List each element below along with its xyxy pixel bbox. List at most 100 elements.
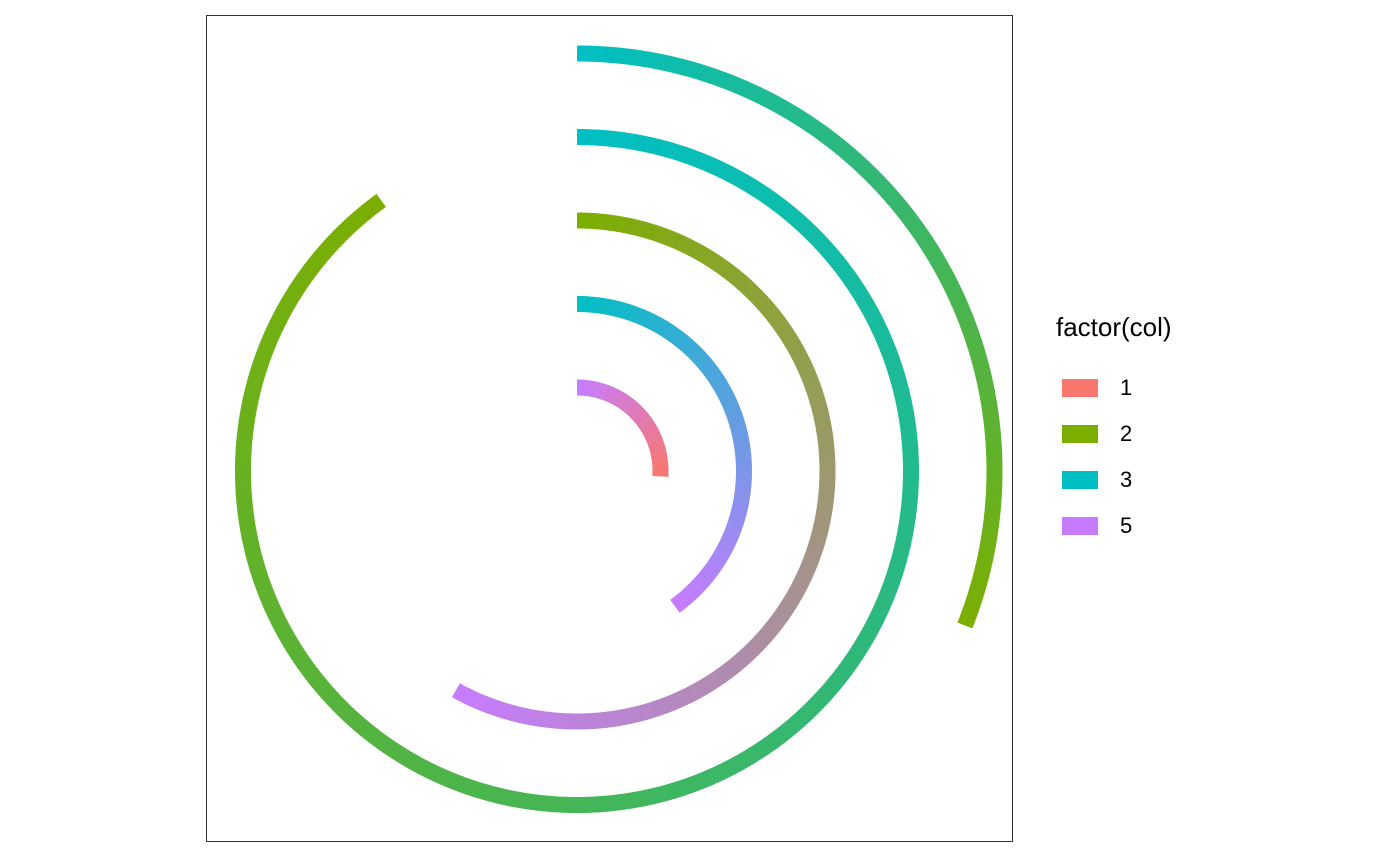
arc-segment — [824, 248, 840, 263]
arc-segment — [720, 72, 731, 90]
arc-segment — [566, 713, 572, 730]
arc-segment — [863, 621, 881, 634]
arc-segment — [306, 258, 322, 272]
arc-segment — [812, 410, 830, 419]
arc-segment — [261, 597, 279, 608]
arc-segment — [693, 63, 703, 80]
arc-segment — [258, 590, 276, 601]
arc-segment — [637, 416, 653, 429]
arc-segment — [751, 744, 764, 761]
arc-segment — [982, 525, 999, 532]
arc-segment — [583, 296, 589, 313]
arc-segment — [845, 150, 860, 166]
arc-segment — [805, 226, 820, 242]
arc-segment — [902, 467, 919, 473]
legend: factor(col) 1 2 3 5 — [1056, 312, 1172, 549]
arc-segment — [451, 774, 462, 791]
arc-segment — [775, 322, 791, 335]
arc-segment — [972, 361, 990, 370]
arc-segment — [871, 175, 887, 190]
arc-segment — [637, 50, 645, 67]
arc-segment — [507, 704, 516, 722]
arc-segment — [815, 425, 833, 433]
arc-segment — [902, 478, 919, 484]
arc-segment — [653, 699, 664, 717]
arc-segment — [278, 629, 295, 642]
arc-segment — [980, 401, 998, 409]
arc-segment — [235, 469, 252, 474]
arc-segment — [737, 277, 752, 293]
arc-segment — [666, 230, 677, 248]
arc-segment — [668, 142, 678, 160]
arc-segment — [612, 215, 619, 232]
arc-segment — [727, 415, 745, 424]
arc-segment — [935, 265, 952, 277]
arc-segment — [633, 134, 641, 151]
arc-segment — [678, 590, 692, 606]
arc-segment — [730, 169, 743, 186]
arc-segment — [452, 683, 464, 700]
arc-segment — [904, 215, 920, 229]
arc-segment — [482, 696, 493, 714]
arc-segment — [706, 559, 723, 573]
arc-segment — [650, 315, 662, 332]
arc-segment — [942, 278, 959, 290]
arc-segment — [672, 233, 684, 250]
arc-segment — [807, 229, 823, 244]
arc-segment — [725, 660, 739, 676]
arc-segment — [358, 205, 372, 221]
arc-segment — [455, 684, 467, 702]
arc-segment — [330, 230, 346, 245]
arc-segment — [870, 609, 887, 621]
arc-segment — [266, 324, 283, 336]
legend-item-2: 2 — [1056, 411, 1172, 457]
arc-segment — [765, 620, 781, 634]
arc-segment — [978, 546, 996, 554]
arc-segment — [821, 683, 837, 698]
arc-segment — [663, 229, 673, 246]
arc-segment — [608, 214, 615, 232]
arc-segment — [688, 581, 703, 596]
arc-segment — [730, 76, 741, 94]
arc-segment — [974, 563, 992, 572]
arc-segment — [865, 618, 882, 631]
arc-segment — [635, 790, 643, 808]
arc-segment — [981, 528, 999, 536]
arc-segment — [714, 547, 731, 560]
arc-segment — [695, 573, 711, 588]
legend-label-3: 3 — [1120, 467, 1133, 492]
arc-segment — [713, 69, 724, 87]
arc-segment — [512, 791, 520, 808]
legend-key-2 — [1062, 425, 1098, 443]
arc-segment — [695, 152, 706, 169]
arc-segment — [500, 702, 509, 720]
arc-segment — [626, 132, 634, 150]
arc-segment — [723, 73, 734, 91]
arc-segment — [516, 791, 524, 809]
arc-segment — [954, 305, 971, 316]
arc-segment — [630, 406, 646, 421]
arc-segment — [740, 80, 751, 98]
arc-segment — [787, 588, 804, 600]
arc-segment — [245, 384, 262, 393]
arc-segment — [898, 415, 916, 423]
arc-segment — [791, 351, 809, 363]
arc-segment — [783, 594, 800, 607]
arc-segment — [729, 512, 746, 521]
arc-segment — [355, 719, 370, 735]
arc-segment — [391, 745, 405, 761]
legend-title: factor(col) — [1056, 312, 1172, 342]
arc-segment — [508, 790, 517, 807]
arc-segment — [673, 332, 687, 348]
arc-segment — [642, 789, 651, 806]
arc-segment — [246, 376, 264, 386]
arc-segment — [691, 150, 702, 168]
arc-segment — [628, 792, 636, 809]
arc-segment — [826, 251, 842, 265]
arc-segment — [965, 336, 983, 346]
arc-segment — [710, 553, 727, 566]
arc-segment — [302, 665, 318, 679]
arc-segment — [807, 389, 824, 399]
arc-segment — [626, 707, 635, 724]
arc-segment — [291, 279, 308, 292]
